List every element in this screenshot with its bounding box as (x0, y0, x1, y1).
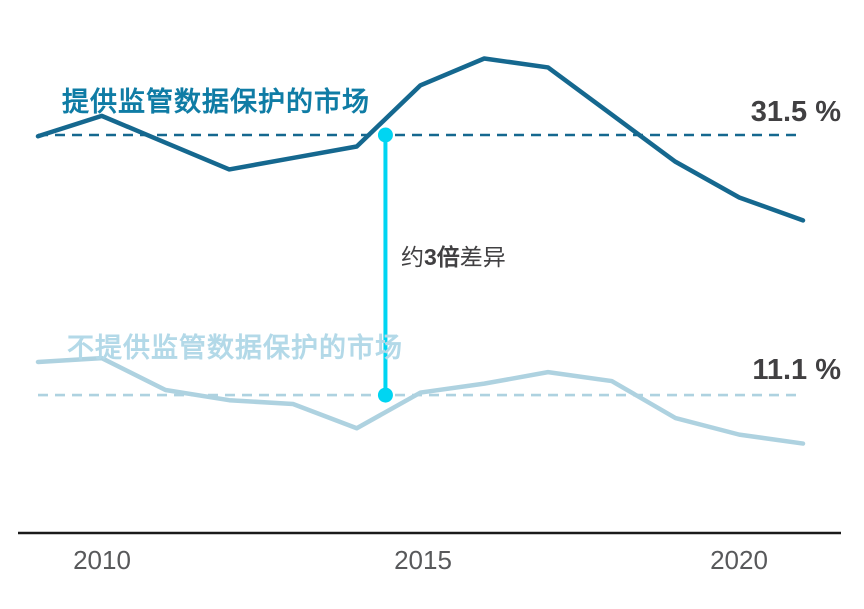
x-tick-label-2010: 2010 (73, 545, 131, 575)
series-line-1 (35, 56, 806, 223)
series-line-2 (35, 355, 806, 446)
series1-title: 提供监管数据保护的市场 (62, 87, 370, 117)
difference-annotation: 约3倍差异 (401, 238, 506, 272)
annotation-suffix: 差异 (459, 244, 506, 270)
difference-endpoint-dot-1 (377, 127, 393, 143)
series2-title: 不提供监管数据保护的市场 (67, 333, 403, 363)
annotation-multiplier: 3倍 (424, 244, 460, 270)
difference-endpoint-dot-2 (377, 387, 393, 403)
x-tick-label-2015: 2015 (394, 545, 452, 575)
series2-value-label: 11.1 % (752, 354, 841, 386)
series1-value-label: 31.5 % (750, 96, 841, 128)
annotation-prefix: 约 (401, 244, 424, 270)
x-tick-label-2020: 2020 (710, 545, 768, 575)
